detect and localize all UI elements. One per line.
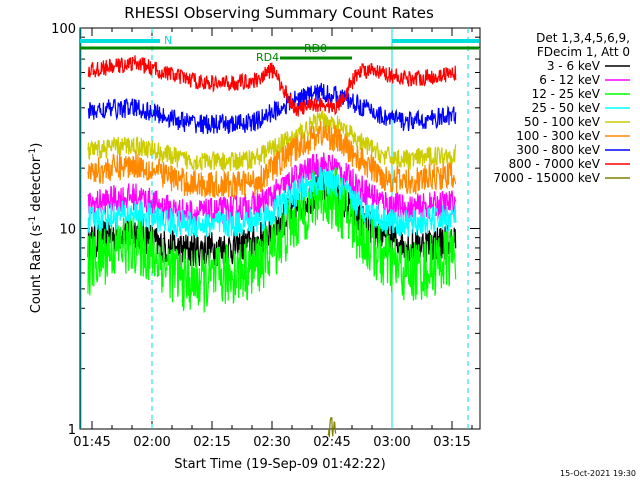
footer-date: 15-Oct-2021 19:30 — [560, 469, 636, 478]
y-axis-label-sup1: -1 — [28, 216, 38, 225]
x-tick-label: 02:30 — [253, 435, 290, 450]
y-axis-label-end: ) — [29, 143, 44, 148]
y-axis-label: Count Rate (s-1 detector-1) — [28, 143, 44, 314]
series-line — [87, 55, 457, 117]
series-line — [87, 121, 457, 198]
legend-label: 12 - 25 keV — [532, 87, 601, 101]
series-layer — [87, 55, 457, 438]
x-axis-label: Start Time (19-Sep-09 01:42:22) — [174, 457, 385, 472]
x-tick-label: 02:45 — [313, 435, 350, 450]
y-tick-label: 100 — [51, 22, 76, 37]
y-axis-label-mid: detector — [29, 156, 44, 216]
x-tick-label: 02:00 — [133, 435, 170, 450]
y-tick-label: 10 — [59, 223, 76, 238]
series-line — [87, 166, 457, 239]
legend-label: 3 - 6 keV — [547, 59, 601, 73]
legend: Det 1,3,4,5,6,9, FDecim 1, Att 0 3 - 6 k… — [493, 31, 630, 185]
series-line — [87, 82, 457, 134]
y-tick-label: 1 — [68, 423, 76, 438]
series-line — [327, 416, 337, 438]
legend-label: 50 - 100 keV — [524, 115, 601, 129]
x-tick-label: 03:00 — [373, 435, 410, 450]
annotation-layer: N RD0 RD4 — [80, 34, 479, 64]
chart-title: RHESSI Observing Summary Count Rates — [124, 4, 434, 22]
series-line — [87, 152, 457, 227]
legend-header-2: FDecim 1, Att 0 — [537, 45, 630, 59]
legend-label: 6 - 12 keV — [539, 73, 601, 87]
x-tick-label: 02:15 — [193, 435, 230, 450]
night-label: N — [164, 34, 172, 47]
legend-label: 100 - 300 keV — [516, 129, 600, 143]
rd0-label: RD0 — [304, 42, 327, 55]
legend-label: 800 - 7000 keV — [509, 157, 601, 171]
series-line — [87, 110, 457, 172]
legend-label: 25 - 50 keV — [532, 101, 601, 115]
legend-label: 300 - 800 keV — [516, 143, 600, 157]
legend-label: 7000 - 15000 keV — [493, 171, 600, 185]
x-tick-label: 03:15 — [433, 435, 470, 450]
legend-header-1: Det 1,3,4,5,6,9, — [536, 31, 630, 45]
y-axis-label-main: Count Rate (s — [29, 225, 44, 314]
x-tick-label: 01:45 — [73, 435, 110, 450]
y-axis-label-sup2: -1 — [28, 148, 38, 157]
rd4-label: RD4 — [256, 51, 279, 64]
axes-layer: 01:45 02:00 02:15 02:30 02:45 03:00 03:15 1 10 10… — [51, 22, 480, 450]
